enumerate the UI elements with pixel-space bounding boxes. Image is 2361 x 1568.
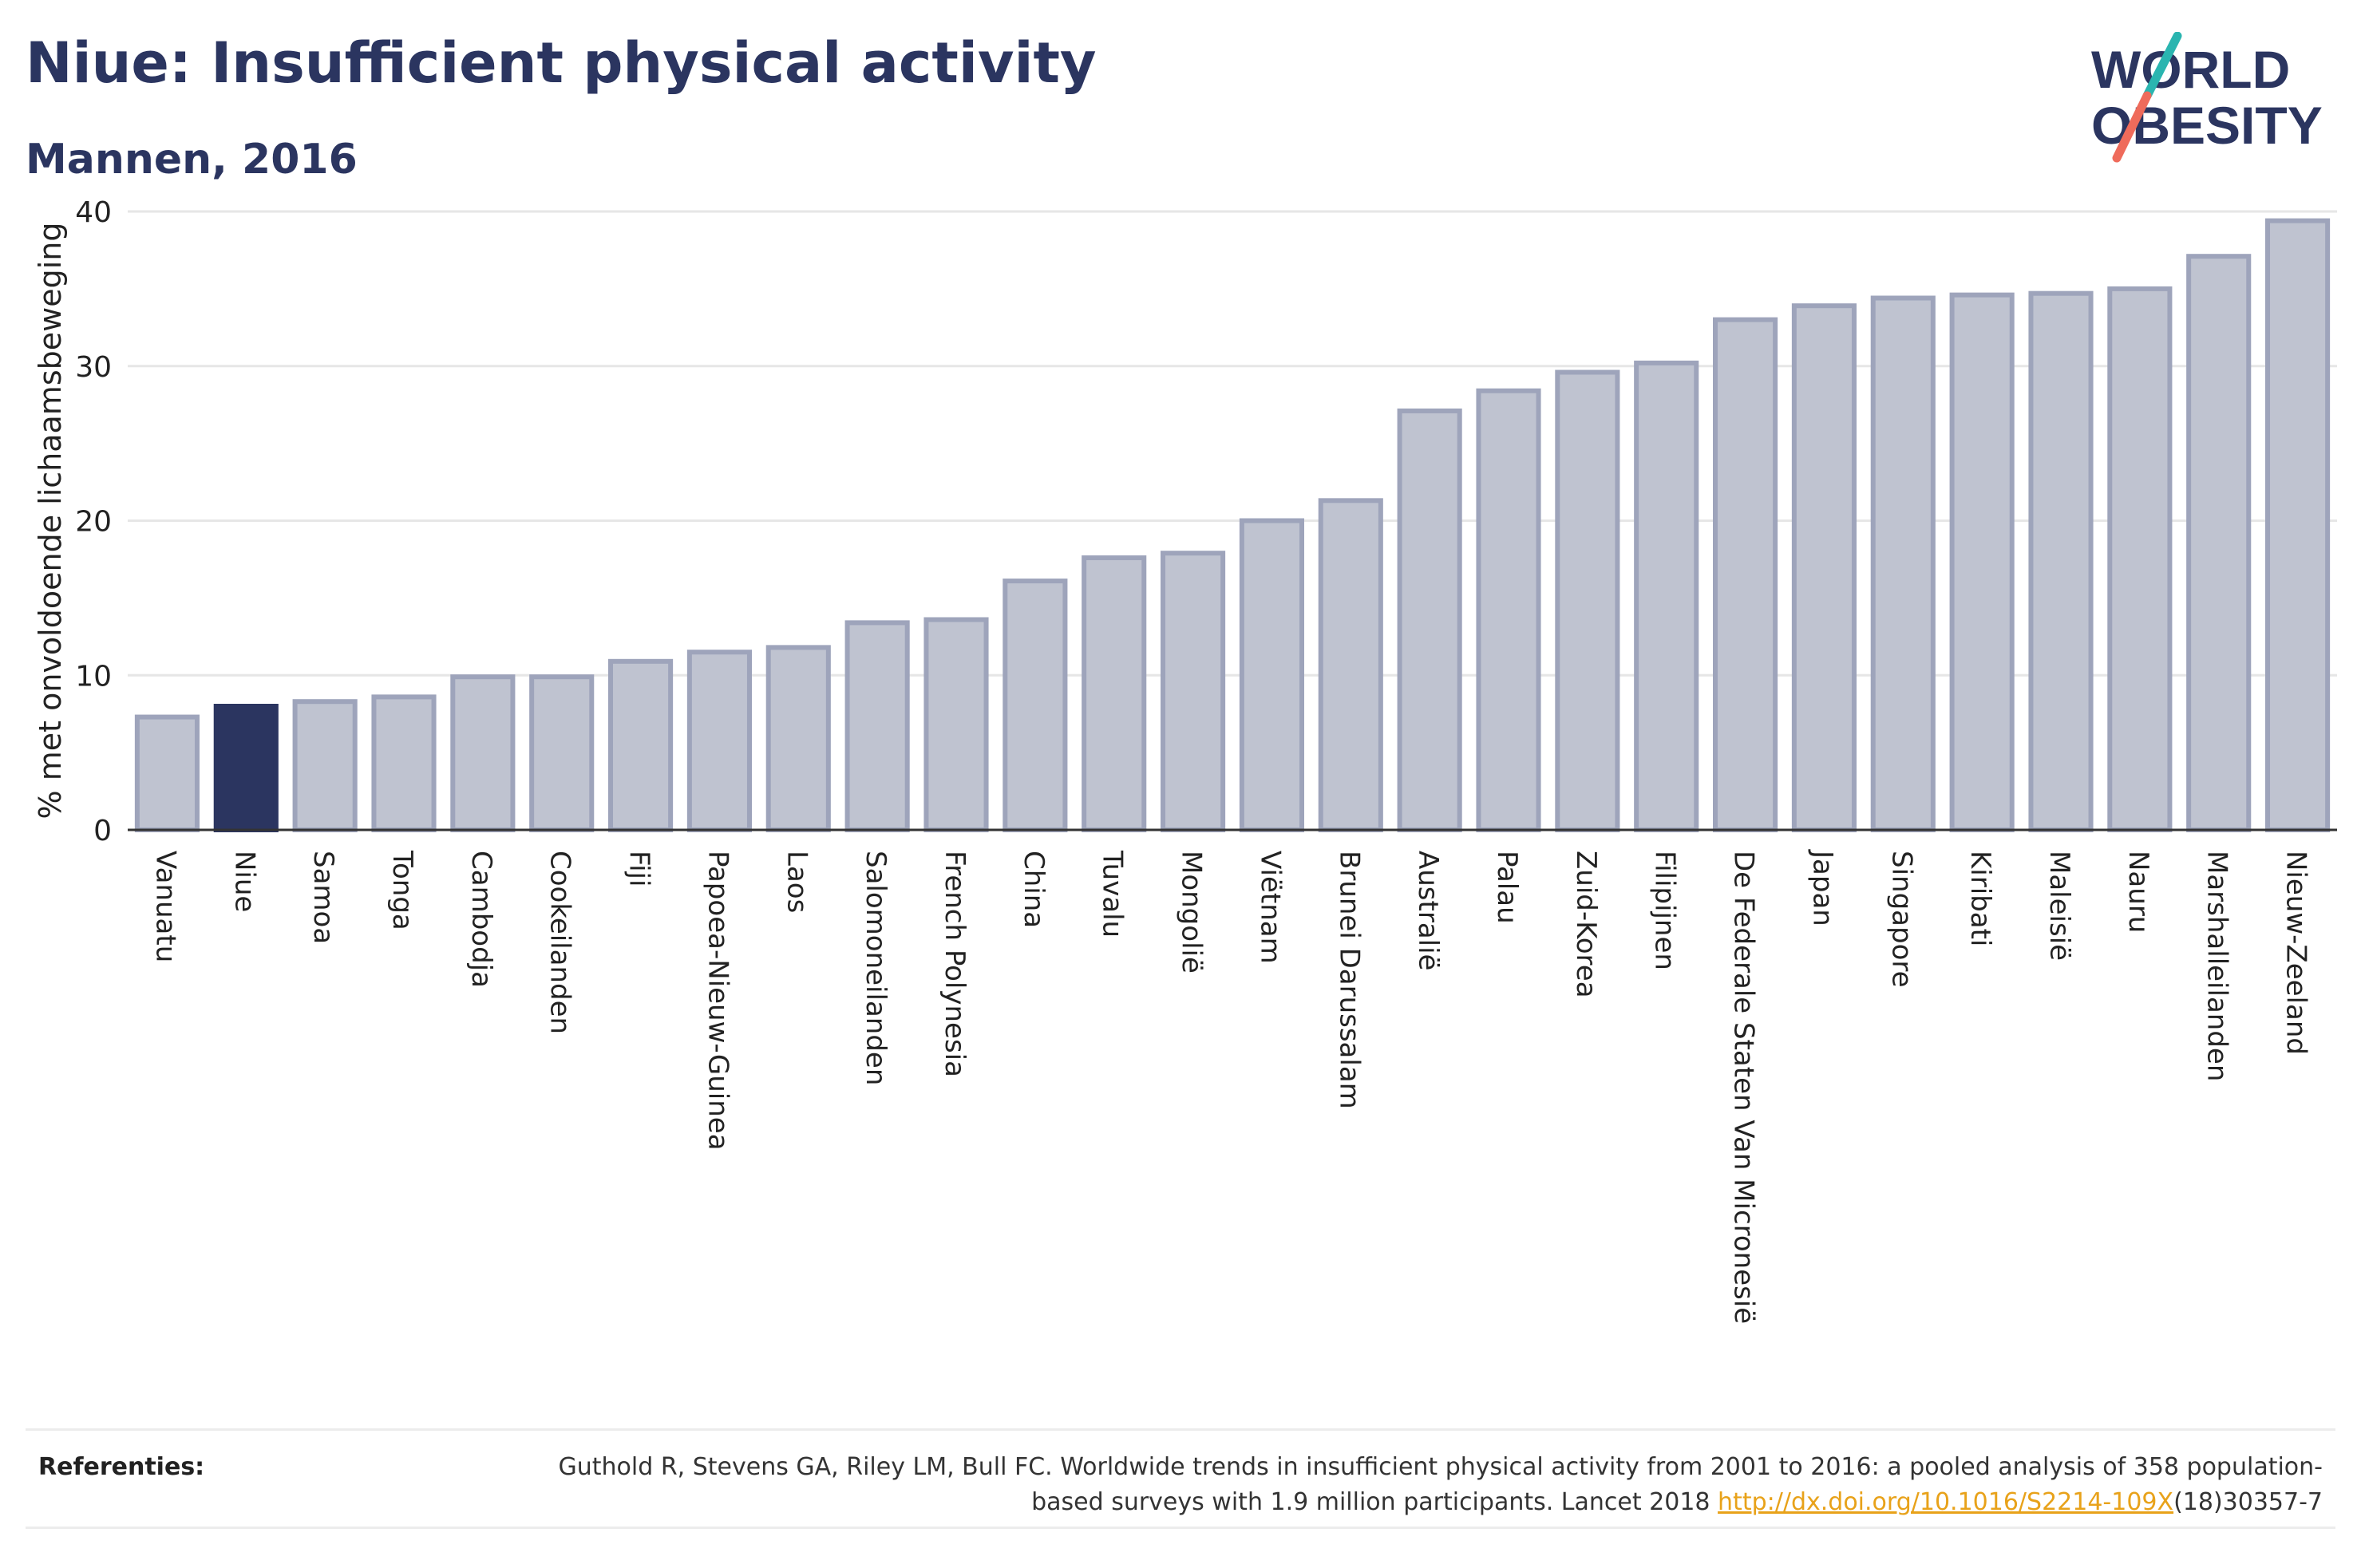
bar — [1634, 360, 1699, 832]
bar — [1870, 295, 1936, 832]
x-tick-label: Viëtnam — [1254, 851, 1286, 964]
x-tick-label: Tonga — [386, 850, 418, 930]
logo-slash-teal — [2142, 32, 2182, 101]
x-tick-label: Mongolië — [1176, 851, 1208, 974]
bar — [292, 699, 358, 832]
bar — [844, 620, 910, 832]
x-tick-label: Brunei Darussalam — [1333, 851, 1365, 1109]
bar — [529, 674, 595, 832]
bar — [1397, 408, 1462, 832]
x-tick-label: Filipijnen — [1649, 851, 1681, 970]
references-doi-link[interactable]: http://dx.doi.org/10.1016/S2214-109X — [1718, 1488, 2174, 1516]
x-tick-label: Laos — [781, 851, 813, 913]
x-tick-label: Marshalleilanden — [2201, 851, 2233, 1081]
bar — [923, 617, 989, 832]
bar-chart: 0 10 20 30 40% met onvoldoende lichaamsbeweg… — [33, 196, 2337, 1324]
x-tick-label: Tuvalu — [1097, 850, 1129, 938]
x-tick-label: Cookeilanden — [544, 851, 576, 1034]
bar — [371, 694, 437, 832]
bar — [134, 714, 200, 832]
x-tick-label: Nieuw-Zeeland — [2280, 851, 2312, 1055]
bar — [1082, 555, 1147, 832]
logo-slash-coral — [2112, 91, 2152, 163]
y-tick-label: 0 — [93, 815, 112, 847]
bar — [1713, 317, 1778, 832]
y-axis-label: % met onvoldoende lichaamsbeweging — [33, 223, 68, 820]
bar — [1555, 369, 1620, 832]
bar — [765, 645, 831, 832]
bar — [1949, 292, 2015, 832]
bar — [2186, 254, 2252, 832]
bar — [2028, 290, 2094, 832]
x-tick-label: China — [1018, 851, 1050, 928]
world-obesity-logo: WORLD OBESITY — [2091, 32, 2323, 163]
x-tick-label: Nauru — [2122, 851, 2154, 933]
references-section: Referenties: Guthold R, Stevens GA, Rile… — [26, 1428, 2335, 1529]
bar — [1791, 303, 1857, 832]
bar — [2265, 218, 2331, 832]
bar — [1239, 518, 1304, 832]
x-tick-label: Maleisië — [2043, 851, 2075, 961]
references-label: Referenties: — [38, 1453, 205, 1481]
bar — [1318, 498, 1383, 832]
x-tick-label: French Polynesia — [939, 851, 971, 1077]
x-tick-label: De Federale Staten Van Micronesië — [1728, 851, 1760, 1324]
x-tick-label: Australië — [1412, 851, 1444, 970]
x-tick-label: Samoa — [307, 851, 339, 944]
bar — [608, 658, 674, 832]
references-citation: Guthold R, Stevens GA, Riley LM, Bull FC… — [558, 1453, 2323, 1516]
x-tick-label: Cambodja — [465, 851, 497, 988]
y-tick-label: 20 — [75, 506, 112, 539]
x-tick-label: Vanuatu — [149, 851, 181, 962]
x-tick-label: Papoea-Nieuw-Guinea — [702, 851, 734, 1151]
bar — [686, 650, 752, 832]
references-text: Guthold R, Stevens GA, Riley LM, Bull FC… — [487, 1450, 2323, 1520]
chart-subtitle: Mannen, 2016 — [26, 136, 358, 184]
x-tick-label: Japan — [1806, 849, 1838, 926]
x-tick-label: Kiribati — [1964, 851, 1996, 946]
x-tick-label: Palau — [1491, 851, 1523, 924]
y-tick-label: 40 — [75, 196, 112, 229]
bar — [1476, 388, 1541, 832]
x-tick-label: Zuid-Korea — [1570, 851, 1602, 998]
bar — [1161, 551, 1226, 832]
x-tick-label: Niue — [228, 851, 260, 912]
bar — [450, 674, 516, 832]
y-tick-label: 10 — [75, 660, 112, 693]
bar-highlighted — [213, 704, 279, 832]
chart-title: Niue: Insufficient physical activity — [26, 30, 1097, 96]
bar — [2107, 286, 2173, 832]
x-tick-label: Fiji — [623, 851, 655, 887]
references-citation-suffix: (18)30357-7 — [2173, 1488, 2323, 1516]
x-tick-label: Salomoneilanden — [860, 851, 892, 1085]
y-tick-label: 30 — [75, 351, 112, 384]
x-tick-label: Singapore — [1885, 851, 1917, 988]
bar — [1003, 579, 1068, 832]
logo-text-world: WORLD — [2091, 40, 2290, 99]
